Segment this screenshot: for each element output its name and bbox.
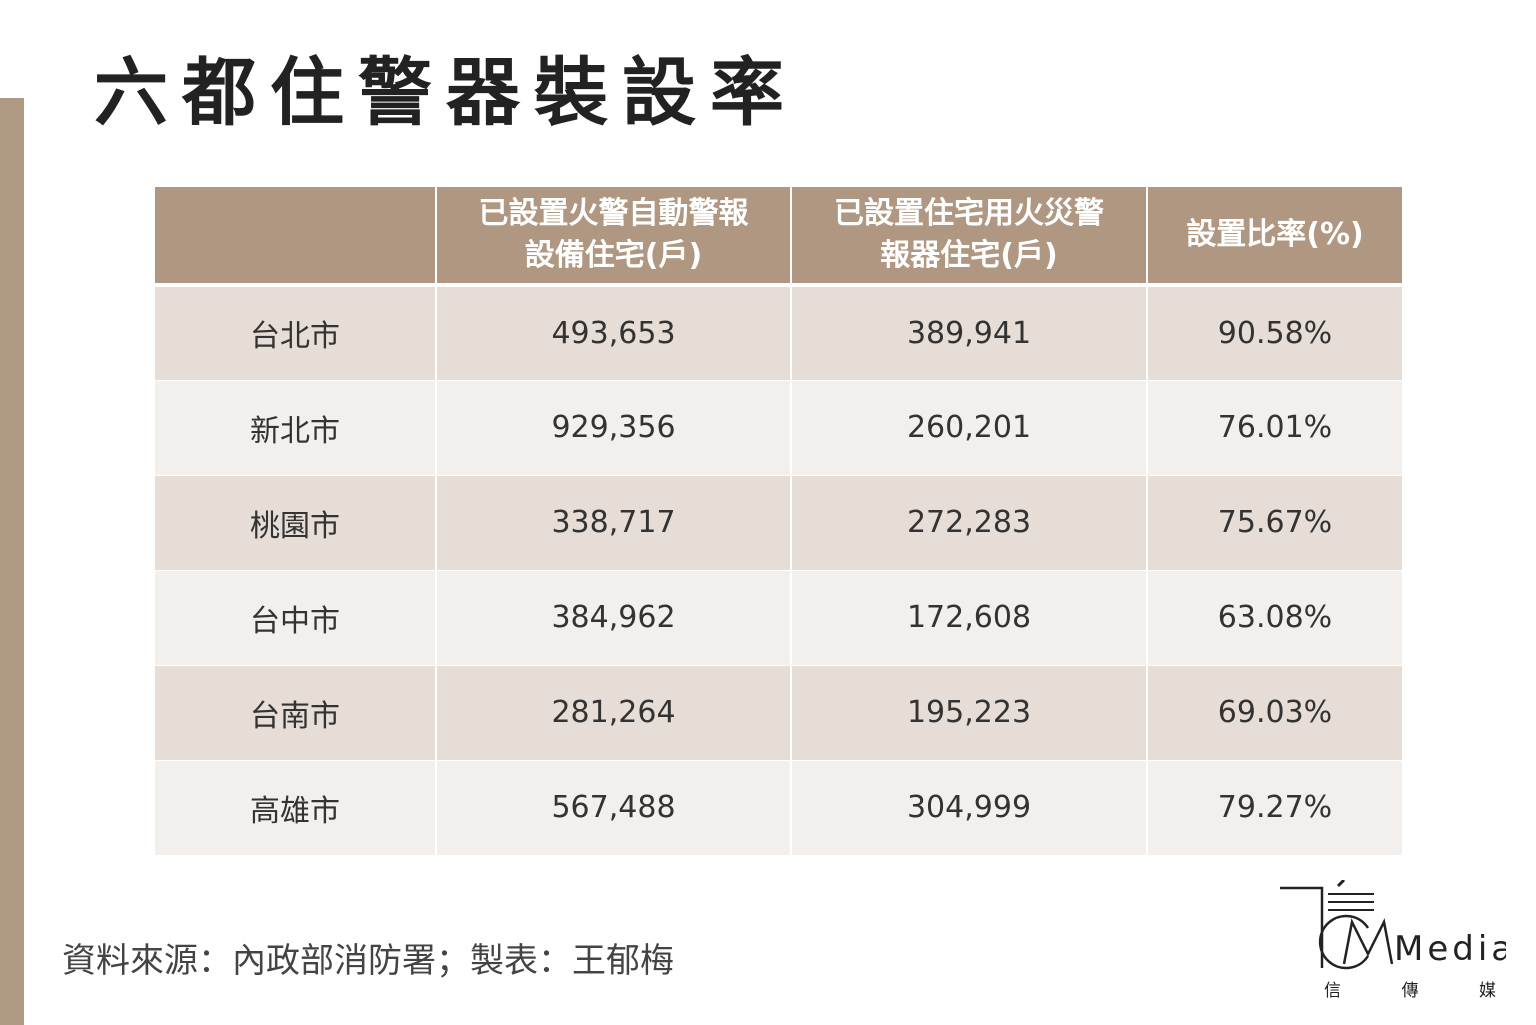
- logo-sub-char: 媒: [1479, 981, 1496, 1001]
- table-row: 高雄市 567,488 304,999 79.27%: [155, 759, 1402, 855]
- residential-alarm-cell: 260,201: [790, 379, 1147, 475]
- auto-alarm-cell: 338,717: [435, 474, 791, 570]
- residential-alarm-cell: 389,941: [790, 284, 1147, 380]
- city-cell: 高雄市: [155, 759, 436, 855]
- logo-sub-char: 傳: [1401, 981, 1419, 1001]
- header-auto-alarm-line1: 已設置火警自動警報: [478, 196, 749, 231]
- city-cell: 台北市: [155, 284, 436, 380]
- ratio-cell: 76.01%: [1146, 379, 1402, 475]
- ratio-cell: 69.03%: [1146, 664, 1402, 760]
- ratio-cell: 79.27%: [1146, 759, 1402, 855]
- ratio-cell: 75.67%: [1146, 474, 1402, 570]
- residential-alarm-cell: 172,608: [790, 569, 1147, 665]
- table-row: 台中市 384,962 172,608 63.08%: [155, 569, 1402, 665]
- auto-alarm-cell: 493,653: [435, 284, 791, 380]
- logo-sub-char: 信: [1324, 981, 1341, 1001]
- city-cell: 新北市: [155, 379, 436, 475]
- source-note: 資料來源：內政部消防署；製表：王郁梅: [62, 941, 674, 981]
- residential-alarm-cell: 272,283: [790, 474, 1147, 570]
- header-row: 已設置火警自動警報 設備住宅(戶) 已設置住宅用火災警 報器住宅(戶) 設置比率…: [155, 187, 1402, 287]
- header-residential-alarm-line2: 報器住宅(戶): [880, 238, 1058, 273]
- city-cell: 台南市: [155, 664, 436, 760]
- auto-alarm-cell: 384,962: [435, 569, 791, 665]
- ratio-cell: 63.08%: [1146, 569, 1402, 665]
- logo-mark-icon: Media: [1280, 880, 1506, 970]
- logo-wordmark: Media: [1394, 929, 1506, 969]
- header-cell-ratio: 設置比率(%): [1146, 187, 1402, 287]
- page-title: 六都住警器裝設率: [94, 50, 798, 136]
- auto-alarm-cell: 929,356: [435, 379, 791, 475]
- logo-subtitle: 信 傳 媒: [1324, 976, 1496, 1001]
- data-table: 已設置火警自動警報 設備住宅(戶) 已設置住宅用火災警 報器住宅(戶) 設置比率…: [155, 187, 1402, 855]
- header-auto-alarm-line2: 設備住宅(戶): [524, 238, 703, 273]
- header-residential-alarm-line1: 已設置住宅用火災警: [834, 196, 1104, 231]
- ratio-cell: 90.58%: [1146, 284, 1402, 380]
- media-logo: Media 信 傳 媒: [1276, 880, 1506, 1001]
- header-cell-residential-alarm: 已設置住宅用火災警 報器住宅(戶): [790, 187, 1147, 287]
- residential-alarm-cell: 195,223: [790, 664, 1147, 760]
- auto-alarm-cell: 281,264: [435, 664, 791, 760]
- table-row: 台南市 281,264 195,223 69.03%: [155, 664, 1402, 760]
- city-cell: 台中市: [155, 569, 436, 665]
- table-row: 桃園市 338,717 272,283 75.67%: [155, 474, 1402, 570]
- side-accent-bar: [0, 98, 24, 1025]
- table-row: 新北市 929,356 260,201 76.01%: [155, 379, 1402, 475]
- header-cell-auto-alarm: 已設置火警自動警報 設備住宅(戶): [435, 187, 791, 287]
- residential-alarm-cell: 304,999: [790, 759, 1147, 855]
- header-cell-city: [155, 187, 436, 287]
- table-body: 台北市 493,653 389,941 90.58% 新北市 929,356 260,201…: [155, 284, 1402, 855]
- auto-alarm-cell: 567,488: [435, 759, 791, 855]
- table-row: 台北市 493,653 389,941 90.58%: [155, 284, 1402, 380]
- city-cell: 桃園市: [155, 474, 436, 570]
